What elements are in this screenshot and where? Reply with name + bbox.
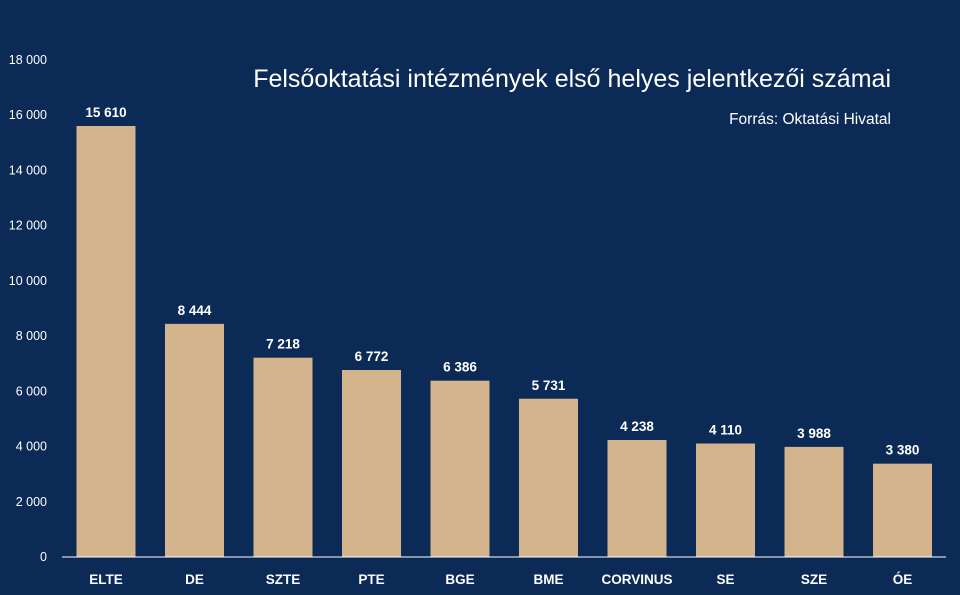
y-tick-label: 14 000	[9, 163, 47, 177]
y-tick-label: 18 000	[9, 53, 47, 67]
data-label: 8 444	[178, 303, 212, 318]
bar-sze	[784, 446, 844, 557]
bar-óe	[873, 463, 932, 557]
x-tick-label: BGE	[445, 572, 474, 587]
x-tick-label: SZTE	[266, 572, 301, 587]
bar-pte	[342, 370, 401, 557]
bars	[76, 125, 932, 558]
y-tick-label: 0	[40, 550, 47, 564]
data-labels: 15 610 8 444 7 218 6 772 6 386 5 731 4 238 4 11…	[85, 105, 919, 458]
x-tick-label: ÓE	[893, 572, 913, 587]
bar-bme	[519, 398, 578, 557]
x-tick-label: SZE	[801, 572, 827, 587]
x-tick-label: SE	[716, 572, 734, 587]
data-label: 7 218	[266, 337, 300, 352]
bar-de	[165, 323, 224, 557]
data-label: 3 988	[797, 426, 831, 441]
x-tick-label: BME	[534, 572, 564, 587]
y-tick-label: 2 000	[16, 495, 47, 509]
y-tick-label: 12 000	[9, 219, 47, 233]
y-tick-label: 6 000	[16, 384, 47, 398]
data-label: 3 380	[886, 443, 920, 458]
data-label: 15 610	[85, 105, 126, 120]
bar-szte	[253, 357, 313, 557]
x-tick-label: ELTE	[89, 572, 123, 587]
data-label: 6 772	[355, 349, 389, 364]
chart-title: Felsőoktatási intézmények első helyes je…	[253, 65, 891, 93]
y-tick-label: 4 000	[16, 440, 47, 454]
y-tick-label: 10 000	[9, 274, 47, 288]
data-label: 4 238	[620, 419, 654, 434]
bar-bge	[430, 380, 490, 557]
x-tick-label: DE	[185, 572, 204, 587]
data-label: 6 386	[443, 360, 477, 375]
bar-elte	[76, 125, 136, 558]
data-label: 5 731	[532, 378, 566, 393]
y-axis: 0 2 000 4 000 6 000 8 000 10 000 12 000 14 000 1…	[9, 53, 47, 564]
x-tick-label: CORVINUS	[601, 572, 672, 587]
x-axis: ELTE DE SZTE PTE BGE BME CORVINUS SE SZE ÓE	[89, 572, 912, 587]
bar-corvinus	[607, 439, 667, 557]
x-tick-label: PTE	[358, 572, 384, 587]
bar-se	[696, 443, 755, 557]
chart-source: Forrás: Oktatási Hivatal	[729, 111, 891, 128]
data-label: 4 110	[709, 423, 742, 438]
y-tick-label: 16 000	[9, 108, 47, 122]
y-tick-label: 8 000	[16, 329, 47, 343]
